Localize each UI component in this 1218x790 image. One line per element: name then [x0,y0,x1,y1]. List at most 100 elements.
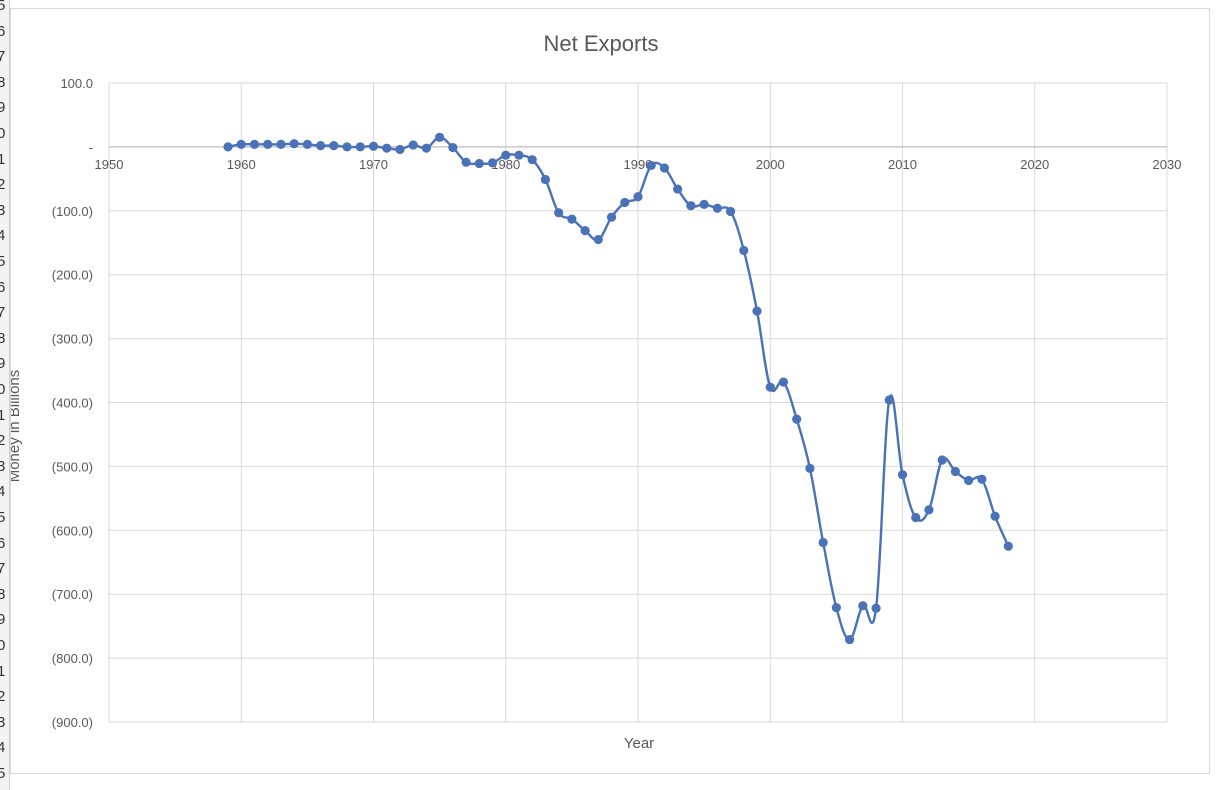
data-point [540,174,551,185]
data-point [368,141,379,151]
data-point [342,142,352,152]
data-point [871,603,881,613]
data-point [263,139,273,149]
data-point [646,160,656,171]
data-point [739,245,749,256]
x-tick-label: 1960 [227,157,256,172]
x-tick-label: 1970 [359,157,388,172]
y-tick-label: (900.0) [52,715,93,730]
data-point [448,142,458,153]
data-point [527,155,537,165]
y-tick-label: (400.0) [52,396,93,411]
row-number: 3 [0,458,9,475]
data-point [845,634,855,645]
row-number: 9 [0,612,9,628]
row-number: 9 [0,100,9,116]
data-point [514,150,524,160]
tick-label-layer: 100.0 - (100.0) (200.0) (300.0) (400.0) (500.0… [52,76,1182,730]
series-line [227,136,1010,641]
data-point [831,603,841,613]
row-number: 2 [0,433,9,449]
data-point [421,143,431,153]
row-number: 1 [0,407,9,424]
row-number: 8 [0,330,9,347]
row-number: 0 [0,126,9,142]
chart-title: Net Exports [544,31,659,56]
data-point [302,139,312,149]
data-point [818,537,828,548]
row-number: 7 [0,561,9,577]
data-point [937,455,947,465]
data-point [964,475,974,486]
data-point [686,201,696,211]
row-number: 2 [0,689,9,705]
y-tick-label: (600.0) [52,523,93,538]
y-axis-label: Money in Billions [11,370,23,483]
data-point [778,377,789,387]
data-point [884,395,894,405]
x-tick-label: 1950 [95,157,124,172]
data-point [382,143,392,153]
data-point [316,141,326,151]
row-number: 3 [0,202,9,219]
data-point [461,157,471,167]
data-point [580,226,590,236]
row-number: 4 [0,740,9,756]
row-number: 7 [0,305,9,321]
data-point [487,158,498,168]
x-tick-label: 1990 [624,157,653,172]
row-number: 1 [0,663,9,680]
x-axis-label: Year [624,735,654,752]
data-point [554,208,564,218]
data-point [276,139,286,149]
x-tick-label: 2020 [1020,157,1049,172]
data-point [355,142,365,152]
series-layer [223,132,1013,645]
data-point [752,306,762,316]
row-number: 5 [0,254,9,270]
data-point [606,212,617,222]
row-number: 9 [0,356,9,372]
chart-svg: Net Exports Year Money in Billions 100.0… [11,31,1182,752]
data-point [223,142,233,152]
y-tick-label: (100.0) [52,204,93,219]
data-point [977,474,987,484]
data-point [395,144,405,155]
data-point [236,139,246,149]
row-number: 4 [0,484,9,500]
data-point [805,463,815,473]
row-number: 1 [0,151,9,168]
data-point [712,203,722,213]
row-number: 7 [0,49,9,65]
x-tick-label: 2000 [756,157,785,172]
y-tick-label: (700.0) [52,587,93,602]
data-point [990,511,1000,521]
row-number: 5 [0,766,9,782]
data-point [897,470,908,480]
row-number: 3 [0,714,9,731]
y-tick-label: (300.0) [52,332,93,347]
data-point [289,139,299,149]
row-number: 6 [0,23,9,40]
data-point [673,184,683,194]
data-point [1003,541,1013,551]
data-point [408,140,418,150]
data-point [699,199,709,210]
data-point [858,601,868,611]
data-point [567,214,577,224]
row-number: 6 [0,279,9,296]
data-point [474,158,484,169]
row-number: 5 [0,510,9,526]
data-point [924,505,934,515]
row-number: 5 [0,0,9,14]
data-point [249,139,260,149]
y-tick-label: (800.0) [52,651,93,666]
row-number: 6 [0,535,9,552]
y-tick-label: (200.0) [52,268,93,283]
data-point [911,512,921,523]
row-number: 8 [0,586,9,603]
chart-frame[interactable]: Net Exports Year Money in Billions 100.0… [10,8,1210,774]
row-number: 2 [0,177,9,193]
data-point [725,206,736,217]
